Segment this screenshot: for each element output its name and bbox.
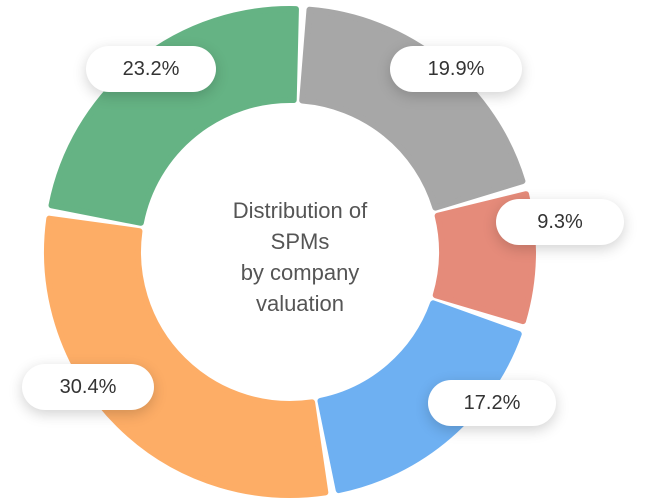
slice-label-red: 9.3% [496,199,624,245]
slice-label-green: 23.2% [86,46,216,92]
donut-slice-gray [299,6,526,211]
chart-title-line: by company [240,260,360,285]
chart-title-line: SPMs [270,229,330,254]
slice-label-gray: 19.9% [390,46,522,92]
chart-title: Distribution of SPMs by company valuatio… [190,195,410,319]
slice-label-orange: 30.4% [22,364,154,410]
donut-slice-orange [44,215,329,498]
chart-title-line: Distribution of [232,198,368,223]
donut-slice-green [48,6,299,226]
chart-title-line: valuation [255,291,345,316]
slice-label-blue: 17.2% [428,380,556,426]
